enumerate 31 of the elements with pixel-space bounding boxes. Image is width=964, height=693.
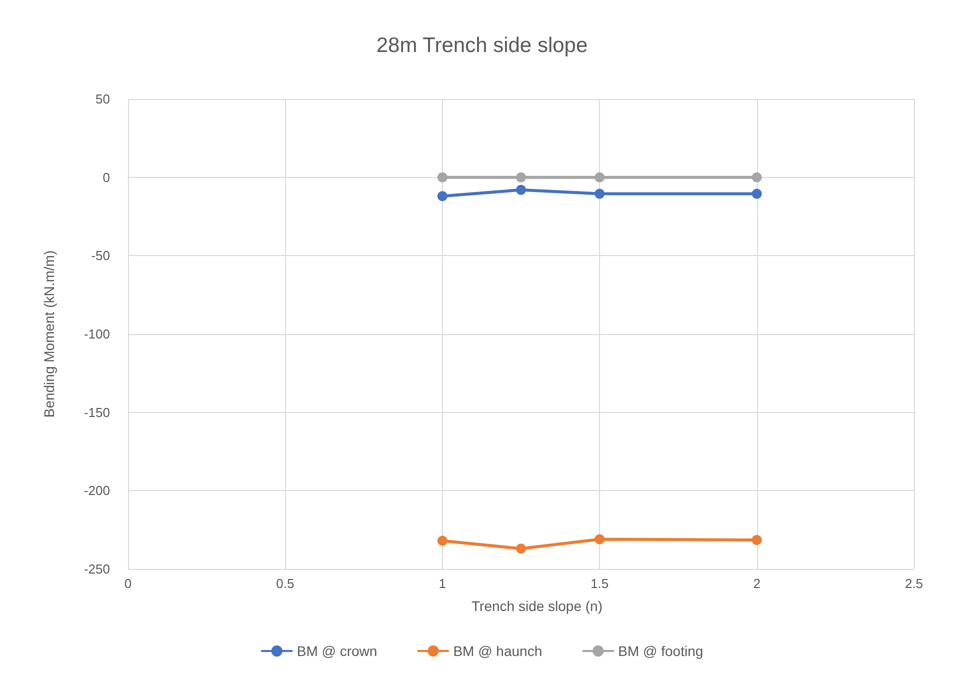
- point: [752, 188, 762, 199]
- point: [516, 184, 526, 195]
- point: [594, 534, 605, 544]
- legend-label: BM @ haunch: [453, 643, 542, 659]
- x-tick-label: 2.5: [904, 576, 924, 591]
- chart-title: 28m Trench side slope: [376, 34, 588, 57]
- point: [594, 188, 605, 199]
- x-tick-label: 1.5: [590, 576, 609, 591]
- y-tick-label: 0: [102, 170, 110, 185]
- y-tick-label: -50: [91, 248, 110, 264]
- x-tick-label: 2: [753, 576, 760, 591]
- y-tick-label: -250: [84, 562, 110, 576]
- point: [437, 536, 448, 546]
- point: [437, 191, 448, 202]
- y-tick-label: 50: [96, 92, 110, 106]
- y-tick-label: -150: [84, 404, 110, 420]
- x-tick-label: 1: [438, 576, 446, 591]
- point: [437, 172, 448, 182]
- legend-label: BM @ crown: [296, 643, 378, 659]
- point: [516, 172, 526, 182]
- point: [752, 172, 762, 182]
- point: [752, 535, 762, 546]
- y-axis-title: Bending Moment (kN.m/m): [41, 250, 57, 418]
- y-tick-label: -100: [84, 326, 110, 342]
- x-tick-label: 0.5: [276, 576, 294, 591]
- y-tick-label: -200: [84, 483, 110, 498]
- point: [594, 172, 605, 182]
- x-axis-title: Trench side slope (n): [472, 598, 602, 614]
- point: [516, 544, 526, 554]
- legend-label: BM @ footing: [618, 643, 704, 659]
- x-tick-label: 0: [124, 576, 132, 591]
